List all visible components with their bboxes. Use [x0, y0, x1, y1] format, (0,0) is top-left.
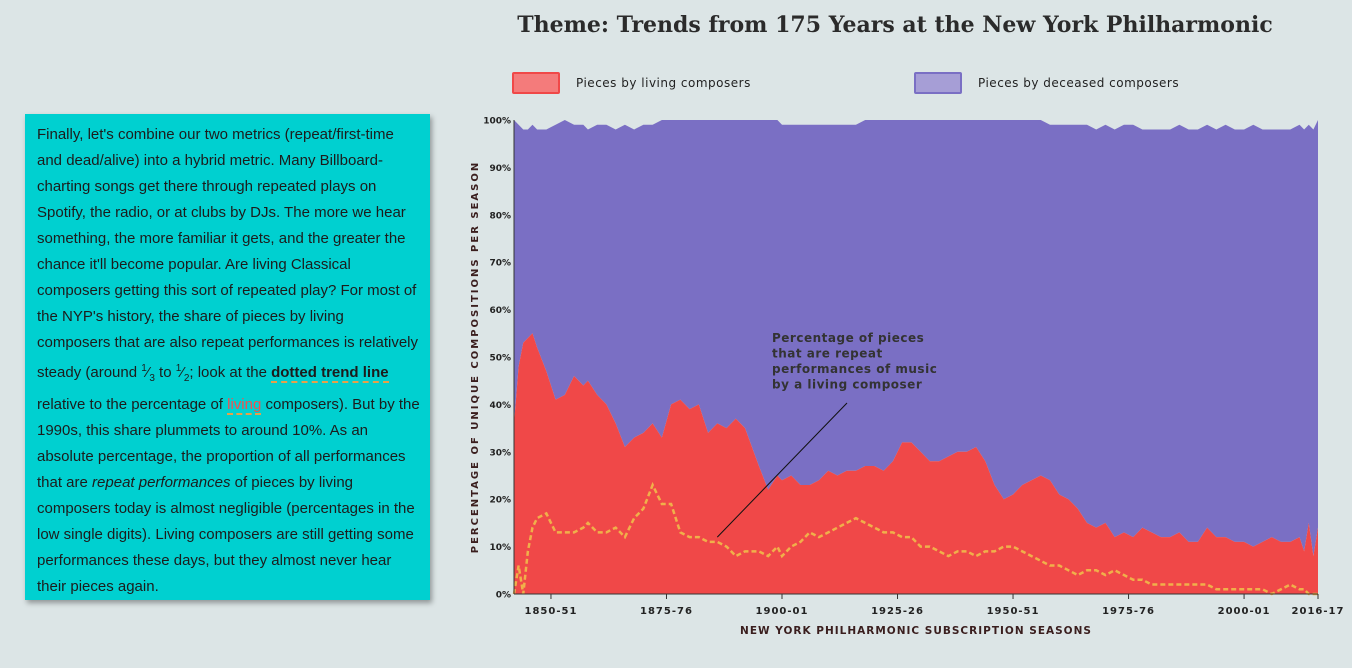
- area-deceased-composers[interactable]: [514, 120, 1318, 557]
- legend-deceased[interactable]: Pieces by deceased composers: [914, 71, 1179, 95]
- y-tick-label: 40%: [489, 401, 511, 411]
- page-title: Theme: Trends from 175 Years at the New …: [517, 12, 1273, 38]
- fraction-one-third-numerator: 1: [141, 363, 147, 374]
- annotation-pointer: [716, 402, 848, 538]
- living-link[interactable]: living: [227, 396, 262, 415]
- y-tick-label: 90%: [489, 164, 511, 174]
- annotation-line: by a living composer: [772, 378, 922, 392]
- y-tick-label: 80%: [489, 211, 511, 221]
- y-tick-label: 20%: [489, 496, 511, 506]
- plot-area: [512, 120, 1318, 596]
- x-tick-label: 1950-51: [987, 606, 1040, 617]
- annotation-line: that are repeat: [772, 347, 883, 361]
- legend-swatch-living: [512, 72, 560, 94]
- x-tick-label: 1850-51: [525, 606, 578, 617]
- narrative-card: Finally, let's combine our two metrics (…: [25, 114, 430, 600]
- repeat-line-annotation: Percentage of pieces that are repeat perfo…: [716, 331, 937, 538]
- fraction-one-third: 1⁄3: [141, 363, 155, 384]
- fraction-one-third-denominator: 3: [149, 373, 155, 384]
- y-tick-label: 50%: [489, 354, 511, 364]
- narrative-part-3: relative to the percentage of: [37, 396, 228, 413]
- annotation-text: Percentage of pieces that are repeat perfo…: [772, 331, 937, 392]
- narrative-part-1: Finally, let's combine our two metrics (…: [37, 126, 419, 381]
- x-tick-label: 1975-76: [1102, 606, 1155, 617]
- fraction-one-half: 1⁄2: [175, 363, 190, 384]
- y-tick-label: 60%: [489, 306, 511, 316]
- legend-label-living: Pieces by living composers: [576, 76, 751, 90]
- annotation-line: performances of music: [772, 362, 937, 376]
- narrative-text: Finally, let's combine our two metrics (…: [37, 122, 420, 600]
- repeat-performance-line[interactable]: [512, 481, 1318, 596]
- axes: 0% 10% 20% 30% 40% 50% 60% 70% 80% 90% 100% 1850-5…: [470, 117, 1345, 638]
- narrative-to: to: [154, 364, 176, 381]
- narrative-emphasis: repeat performances: [92, 474, 231, 491]
- x-tick-label: 2000-01: [1218, 606, 1271, 617]
- fraction-one-half-numerator: 1: [175, 363, 182, 374]
- annotation-line: Percentage of pieces: [772, 331, 924, 345]
- legend-label-deceased: Pieces by deceased composers: [978, 76, 1180, 90]
- y-ticks: 0% 10% 20% 30% 40% 50% 60% 70% 80% 90% 100%: [483, 117, 511, 601]
- y-tick-label: 70%: [489, 259, 511, 269]
- legend-swatch-deceased: [914, 72, 962, 94]
- y-tick-label: 10%: [489, 543, 511, 553]
- narrative-part-5: of pieces by living composers today is a…: [37, 474, 415, 595]
- area-living-composers[interactable]: [514, 333, 1318, 594]
- y-tick-label: 0%: [496, 591, 511, 601]
- stacked-area-chart[interactable]: 0% 10% 20% 30% 40% 50% 60% 70% 80% 90% 100% 1850-5…: [460, 105, 1352, 645]
- y-axis-label: PERCENTAGE OF UNIQUE COMPOSITIONS PER SE…: [470, 161, 481, 554]
- x-tick-label: 1875-76: [640, 606, 693, 617]
- y-tick-label: 30%: [489, 448, 511, 458]
- narrative-part-2: ; look at the: [189, 364, 272, 381]
- x-tick-label: 1925-26: [871, 606, 924, 617]
- y-tick-label: 100%: [483, 117, 511, 127]
- x-tick-label: 2016-17: [1292, 606, 1345, 617]
- legend-living[interactable]: Pieces by living composers: [512, 71, 751, 95]
- x-tick-label: 1900-01: [756, 606, 809, 617]
- fraction-one-half-denominator: 2: [183, 373, 190, 384]
- x-axis-label: NEW YORK PHILHARMONIC SUBSCRIPTION SEASO…: [740, 625, 1092, 637]
- narrative-part-4: composers). But by the 1990s, this share…: [37, 396, 420, 491]
- dotted-trend-line-link[interactable]: dotted trend line: [271, 364, 389, 383]
- x-ticks: 1850-51 1875-76 1900-01 1925-26 1950-51 1975-…: [525, 594, 1345, 617]
